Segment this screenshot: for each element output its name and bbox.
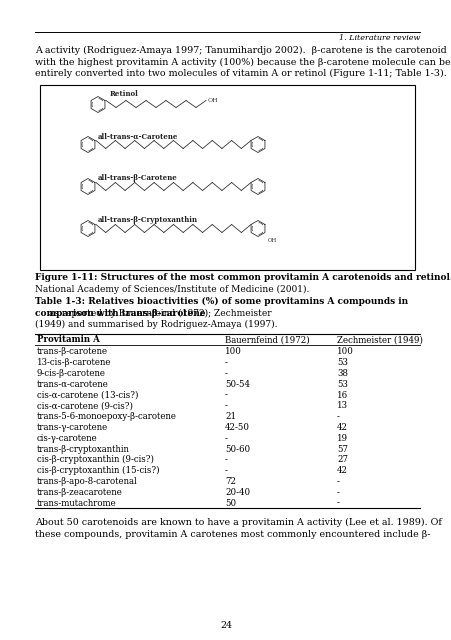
Text: cis-β-cryptoxanthin (15-cis?): cis-β-cryptoxanthin (15-cis?) xyxy=(37,466,159,476)
Text: About 50 carotenoids are known to have a provitamin A activity (Lee et al. 1989): About 50 carotenoids are known to have a… xyxy=(35,518,441,527)
Text: Retinol: Retinol xyxy=(110,90,138,99)
Text: 42-50: 42-50 xyxy=(225,423,249,432)
Text: Zechmeister (1949): Zechmeister (1949) xyxy=(336,335,422,344)
Text: 27: 27 xyxy=(336,455,347,464)
Text: -: - xyxy=(225,390,227,399)
Text: (1949) and summarised by Rodriguez-Amaya (1997).: (1949) and summarised by Rodriguez-Amaya… xyxy=(35,320,277,329)
Text: all-trans-β-Carotene: all-trans-β-Carotene xyxy=(98,175,177,182)
Text: A activity (Rodriguez-Amaya 1997; Tanumihardjo 2002).  β-carotene is the caroten: A activity (Rodriguez-Amaya 1997; Tanumi… xyxy=(35,46,446,55)
Text: 16: 16 xyxy=(336,390,347,399)
Text: 50-60: 50-60 xyxy=(225,445,249,454)
Text: comparison with trans-β-carotene: comparison with trans-β-carotene xyxy=(35,308,205,317)
Text: 42: 42 xyxy=(336,423,347,432)
Text: -: - xyxy=(336,477,339,486)
Text: 72: 72 xyxy=(225,477,235,486)
Text: 13: 13 xyxy=(336,401,347,410)
Text: 50: 50 xyxy=(225,499,235,508)
Text: these compounds, provitamin A carotenes most commonly encountered include β-: these compounds, provitamin A carotenes … xyxy=(35,530,429,539)
Text: -: - xyxy=(225,434,227,443)
Text: -: - xyxy=(225,401,227,410)
Text: -: - xyxy=(336,488,339,497)
Text: 13-cis-β-carotene: 13-cis-β-carotene xyxy=(37,358,111,367)
Text: 42: 42 xyxy=(336,466,347,475)
Text: 21: 21 xyxy=(225,412,235,421)
Text: -: - xyxy=(336,412,339,421)
Text: 50-54: 50-54 xyxy=(225,380,249,388)
Text: trans-5-6-monoepoxy-β-carotene: trans-5-6-monoepoxy-β-carotene xyxy=(37,412,177,421)
Text: entirely converted into two molecules of vitamin A or retinol (Figure 1-11; Tabl: entirely converted into two molecules of… xyxy=(35,69,446,78)
Text: 53: 53 xyxy=(336,358,347,367)
Text: Provitamin A: Provitamin A xyxy=(37,335,100,344)
Text: 38: 38 xyxy=(336,369,347,378)
Text: trans-γ-carotene: trans-γ-carotene xyxy=(37,423,108,432)
Text: cis-α-carotene (9-cis?): cis-α-carotene (9-cis?) xyxy=(37,401,133,410)
Text: -: - xyxy=(225,358,227,367)
Text: 20-40: 20-40 xyxy=(225,488,249,497)
Text: trans-β-zeacarotene: trans-β-zeacarotene xyxy=(37,488,123,497)
Text: 53: 53 xyxy=(336,380,347,388)
Text: 100: 100 xyxy=(336,348,353,356)
Text: trans-β-apo-8-carotenal: trans-β-apo-8-carotenal xyxy=(37,477,138,486)
Text: all-trans-β-Cryptoxanthin: all-trans-β-Cryptoxanthin xyxy=(98,216,198,225)
Text: Bauernfeind (1972): Bauernfeind (1972) xyxy=(225,335,309,344)
Text: 1. Literature review: 1. Literature review xyxy=(338,34,419,42)
Text: as reported by Bauernfeind (1972); Zechmeister: as reported by Bauernfeind (1972); Zechm… xyxy=(46,308,271,317)
Text: -: - xyxy=(225,455,227,464)
Text: trans-β-cryptoxanthin: trans-β-cryptoxanthin xyxy=(37,445,129,454)
Text: -: - xyxy=(225,466,227,475)
Text: all-trans-α-Carotene: all-trans-α-Carotene xyxy=(98,132,178,141)
Text: cis-γ-carotene: cis-γ-carotene xyxy=(37,434,97,443)
Text: OH: OH xyxy=(267,239,276,243)
Text: 100: 100 xyxy=(225,348,241,356)
Text: 19: 19 xyxy=(336,434,347,443)
Bar xyxy=(40,84,414,269)
Text: 9-cis-β-carotene: 9-cis-β-carotene xyxy=(37,369,106,378)
Text: 24: 24 xyxy=(220,621,231,630)
Text: OH: OH xyxy=(207,98,218,103)
Text: National Academy of Sciences/Institute of Medicine (2001).: National Academy of Sciences/Institute o… xyxy=(35,285,308,294)
Text: cis-α-carotene (13-cis?): cis-α-carotene (13-cis?) xyxy=(37,390,138,399)
Text: Table 1-3: Relatives bioactivities (%) of some provitamins A compounds in: Table 1-3: Relatives bioactivities (%) o… xyxy=(35,297,407,306)
Text: cis-β-cryptoxanthin (9-cis?): cis-β-cryptoxanthin (9-cis?) xyxy=(37,455,154,465)
Text: 57: 57 xyxy=(336,445,347,454)
Text: Figure 1-11: Structures of the most common provitamin A carotenoids and retinol.: Figure 1-11: Structures of the most comm… xyxy=(35,273,451,282)
Text: -: - xyxy=(336,499,339,508)
Text: trans-β-carotene: trans-β-carotene xyxy=(37,348,108,356)
Text: -: - xyxy=(225,369,227,378)
Text: with the highest provitamin A activity (100%) because the β-carotene molecule ca: with the highest provitamin A activity (… xyxy=(35,58,450,67)
Text: trans-α-carotene: trans-α-carotene xyxy=(37,380,109,388)
Text: trans-mutachrome: trans-mutachrome xyxy=(37,499,116,508)
